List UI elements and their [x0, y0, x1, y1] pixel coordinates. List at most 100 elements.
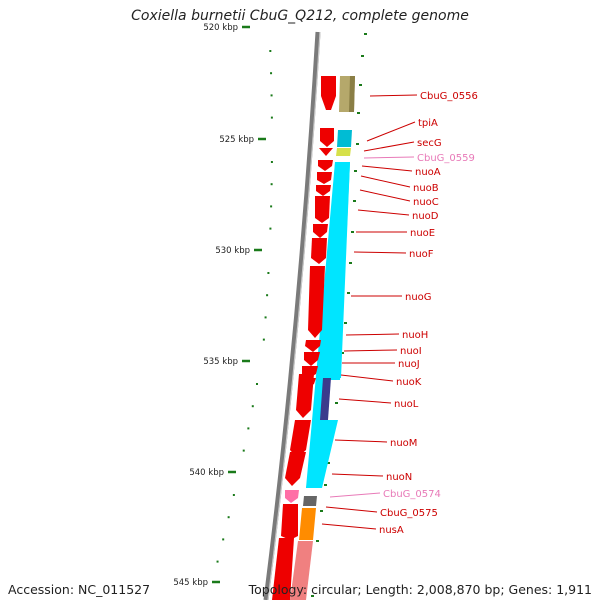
cog-bar-tpia — [337, 130, 352, 147]
map-title: Coxiella burnetii CbuG_Q212, complete ge… — [131, 8, 469, 24]
gene-leader-nuoc — [359, 189, 411, 202]
accession-label: Accession: NC_011527 — [8, 582, 151, 597]
feature-minor-tick — [361, 55, 364, 57]
gene-arrow-nuoi — [304, 352, 320, 366]
gene-label-nuom[interactable]: nuoM — [390, 438, 417, 449]
scale-tick-label: 525 kbp — [219, 135, 254, 145]
gene-arrow-nuof — [311, 238, 327, 264]
feature-minor-tick — [311, 595, 314, 597]
feature-minor-tick — [341, 352, 344, 354]
feature-minor-tick — [359, 84, 362, 86]
scale-minor-tick — [270, 205, 273, 208]
gene-leader-nuok — [340, 374, 394, 382]
scale-tick-label: 520 kbp — [203, 23, 238, 33]
gene-label-nuoi[interactable]: nuoI — [400, 346, 422, 357]
gene-label-nuoa[interactable]: nuoA — [415, 167, 441, 178]
cog-feature-track — [290, 76, 355, 600]
gene-leader-tpia — [366, 121, 416, 142]
feature-minor-tick — [357, 112, 360, 114]
scale-minor-tick — [242, 449, 245, 452]
scale-tick-label: 530 kbp — [215, 246, 250, 256]
gene-leader-nuol — [338, 398, 392, 404]
scale-minor-tick — [270, 116, 273, 119]
gene-label-nuol[interactable]: nuoL — [394, 399, 419, 410]
gene-arrow-cbug0556 — [321, 76, 336, 110]
gene-leader-nuob — [360, 175, 411, 188]
gene-label-nuok[interactable]: nuoK — [396, 377, 422, 388]
gene-label-nuod[interactable]: nuoD — [412, 211, 439, 222]
gene-label-nuof[interactable]: nuoF — [409, 249, 434, 260]
gene-leader-nuoa — [361, 165, 413, 172]
gene-leader-nuoi — [343, 349, 398, 352]
gene-arrow-nuoh — [305, 340, 321, 352]
scale-minor-tick — [247, 427, 250, 430]
gene-arrow-nuol — [296, 374, 314, 418]
gene-leader-nuod — [357, 209, 410, 216]
gene-label-nuoj[interactable]: nuoJ — [398, 359, 420, 370]
gene-label-cbug0559[interactable]: CbuG_0559 — [417, 153, 475, 164]
gene-label-nuog[interactable]: nuoG — [405, 292, 432, 303]
feature-minor-tick — [349, 262, 352, 264]
gene-leader-nuoh — [345, 333, 400, 336]
genome-backbone — [263, 31, 321, 600]
gene-label-nuoe[interactable]: nuoE — [410, 228, 435, 239]
gene-arrow-nuoa — [318, 160, 333, 171]
gene-leader-nuom — [334, 439, 388, 443]
cog-bar-nuom-n — [306, 420, 334, 488]
scale-tick-label: 545 kbp — [173, 578, 208, 588]
gene-label-nusa[interactable]: nusA — [379, 525, 404, 536]
feature-minor-tick — [351, 231, 354, 233]
feature-minor-tick — [344, 322, 347, 324]
scale-minor-tick — [255, 383, 258, 385]
gene-arrow-nuom — [290, 420, 311, 458]
gene-leader-secg — [363, 141, 415, 152]
feature-minor-tick — [324, 484, 327, 486]
cog-bar-nuol — [320, 378, 331, 420]
scale-minor-ticks — [216, 50, 273, 563]
scale-minor-tick — [262, 338, 265, 341]
gene-arrow-cbug0575 — [281, 504, 298, 540]
gene-leader-nuon — [331, 473, 384, 477]
gene-label-tpia[interactable]: tpiA — [418, 118, 438, 129]
gene-label-cbug0575[interactable]: CbuG_0575 — [380, 508, 438, 519]
scale-minor-tick — [270, 183, 273, 186]
feature-minor-tick — [364, 33, 367, 35]
feature-minor-tick — [316, 540, 319, 542]
gene-arrow-nuob — [317, 172, 332, 184]
feature-minor-tick — [353, 200, 356, 202]
gene-label-nuob[interactable]: nuoB — [413, 183, 439, 194]
cog-bar-cbug0574 — [303, 496, 317, 506]
gene-leader-nuof — [353, 251, 407, 254]
scale-minor-tick — [222, 538, 225, 541]
scale-minor-tick — [251, 405, 254, 408]
gene-label-cbug0574[interactable]: CbuG_0574 — [383, 489, 441, 500]
gene-label-secg[interactable]: secG — [417, 138, 442, 149]
gene-label-nuoh[interactable]: nuoH — [402, 330, 428, 341]
scale-minor-tick — [266, 294, 269, 297]
scale-minor-tick — [269, 50, 272, 52]
gene-arrow-nuoe — [313, 224, 328, 238]
feature-minor-tick — [320, 510, 323, 512]
gene-arrow-nuod — [315, 196, 330, 223]
gene-arrow-cbug0574 — [285, 490, 299, 503]
cog-bar-nusa — [290, 541, 313, 600]
scale-minor-tick — [270, 72, 273, 75]
gene-label-nuoc[interactable]: nuoC — [413, 197, 439, 208]
gene-arrow-nuog — [308, 266, 325, 338]
gene-label-nuon[interactable]: nuoN — [386, 472, 412, 483]
scale-minor-tick — [270, 161, 273, 163]
scale-minor-tick — [269, 227, 272, 230]
gene-arrow-secg — [319, 148, 333, 156]
gene-arrow-nuoc — [316, 185, 331, 196]
scale-tick-label: 540 kbp — [189, 468, 224, 478]
scale-tick-label: 535 kbp — [203, 357, 238, 367]
gene-label-cbug0556[interactable]: CbuG_0556 — [420, 91, 478, 102]
scale-minor-tick — [232, 494, 235, 496]
gene-leader-nusa — [321, 523, 377, 530]
cog-bar-nuo-cluster-upper — [325, 162, 350, 378]
scale-minor-tick — [264, 316, 267, 319]
scale-minor-tick — [227, 516, 230, 519]
genome-backbone-highlight — [267, 31, 321, 600]
